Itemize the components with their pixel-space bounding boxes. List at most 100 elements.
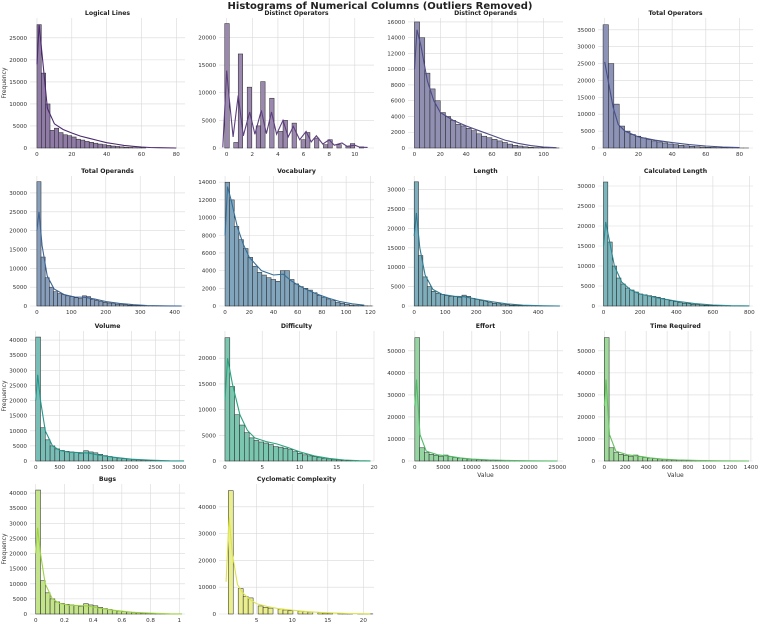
x-tick-label: 40 [463, 152, 471, 158]
y-tick-label: 10000 [198, 216, 216, 222]
histogram-bar [703, 305, 709, 307]
y-tick-label: 6000 [202, 251, 217, 257]
y-tick-label: 20000 [9, 552, 27, 558]
y-axis-label: Frequency [1, 533, 8, 564]
histogram-bar [78, 452, 84, 462]
subplot: Logical Lines 0 5000 10000 15000 20000 25000 0 2… [1, 10, 185, 158]
y-tick-label: 20000 [577, 224, 595, 230]
histogram-bar [275, 280, 281, 307]
histogram-bar [93, 142, 99, 149]
subplot-title: Time Required [650, 323, 701, 330]
histogram-bar [287, 610, 294, 615]
histogram-bar [261, 274, 267, 307]
histogram-bar [36, 181, 42, 307]
x-tick-label: 20 [68, 152, 76, 158]
x-tick-label: 400 [641, 465, 652, 471]
histogram-bar [349, 304, 355, 307]
histogram-bar [54, 601, 60, 615]
y-tick-label: 5000 [202, 433, 217, 439]
histogram-bar [487, 302, 493, 307]
y-tick-label: 14000 [387, 36, 405, 42]
histogram-bar [616, 277, 622, 307]
y-tick-label: 4000 [202, 269, 217, 275]
histogram-bar [602, 24, 609, 149]
histogram-bar [667, 143, 674, 149]
x-tick-label: 400 [169, 310, 180, 316]
x-tick-label: 0 [34, 465, 38, 471]
histogram-bar [266, 277, 272, 307]
y-tick-label: 20000 [9, 58, 27, 64]
histogram-bar [224, 337, 231, 462]
y-tick-label: 0 [591, 459, 595, 465]
histogram-bar [267, 607, 274, 615]
x-tick-label: 100 [538, 152, 549, 158]
histogram-bar [106, 302, 112, 307]
x-tick-label: 1200 [723, 465, 738, 471]
y-tick-label: 16000 [387, 20, 405, 26]
y-tick-label: 20000 [577, 415, 595, 421]
histogram-bar [278, 131, 284, 149]
histogram-bar [656, 141, 663, 149]
subplot-title: Volume [95, 323, 121, 330]
x-tick-label: 1000 [702, 465, 717, 471]
y-tick-label: 10000 [9, 429, 27, 435]
x-tick-label: 0 [413, 152, 417, 158]
histogram-bar [452, 457, 458, 462]
y-tick-label: 25000 [9, 536, 27, 542]
histogram-bar [98, 301, 104, 307]
kde-line [604, 61, 740, 149]
y-tick-label: 0 [23, 146, 27, 152]
histogram-bar [447, 456, 454, 462]
y-tick-label: 15000 [198, 63, 216, 69]
histogram-bar [67, 135, 73, 149]
x-tick-label: 0 [603, 465, 607, 471]
y-tick-label: 30000 [577, 45, 595, 51]
x-tick-label: 0 [35, 152, 39, 158]
histogram-bar [244, 432, 250, 462]
histogram-bar [49, 598, 56, 615]
histogram-bar [672, 144, 679, 149]
kde-line [414, 379, 558, 462]
histogram-bar [435, 292, 441, 307]
histogram-bar [59, 450, 65, 462]
histogram-bar [257, 272, 263, 307]
subplot-title: Distinct Operands [454, 10, 517, 17]
histogram-bar [94, 300, 100, 307]
histogram-bar [246, 86, 252, 149]
histogram-bar [492, 303, 497, 307]
x-tick-label: 1000 [76, 465, 91, 471]
y-tick-label: 40000 [198, 505, 216, 511]
histogram-bar [608, 447, 615, 462]
histogram-bar [613, 452, 619, 462]
histogram-bar [97, 143, 103, 149]
histogram-bar [127, 304, 133, 307]
x-tick-label: 60 [138, 152, 146, 158]
histogram-bar [527, 147, 534, 149]
histogram-bar [234, 414, 240, 462]
y-tick-label: 35000 [9, 506, 27, 512]
histogram-bar [229, 199, 235, 307]
y-tick-label: 35000 [577, 28, 595, 34]
y-tick-label: 0 [401, 459, 405, 465]
y-tick-label: 20000 [387, 415, 405, 421]
histogram-bar [64, 604, 70, 615]
histogram-bar [80, 139, 86, 149]
histogram-bar [45, 103, 51, 149]
histogram-bar [258, 441, 264, 462]
histogram-bar [303, 288, 309, 307]
histogram-bar [61, 294, 67, 307]
y-tick-label: 20000 [9, 399, 27, 405]
histogram-bar [49, 286, 54, 307]
y-tick-label: 30000 [577, 184, 595, 190]
y-tick-label: 0 [591, 304, 595, 310]
y-tick-label: 15000 [577, 244, 595, 250]
y-tick-label: 5000 [581, 129, 596, 135]
histogram-bar [457, 297, 463, 307]
y-tick-label: 40000 [9, 491, 27, 497]
histogram-bar [470, 297, 476, 307]
y-tick-label: 0 [212, 146, 216, 152]
kde-line [603, 379, 749, 462]
y-tick-label: 10000 [577, 112, 595, 118]
y-tick-label: 30000 [387, 188, 405, 194]
histogram-bar [623, 455, 629, 462]
